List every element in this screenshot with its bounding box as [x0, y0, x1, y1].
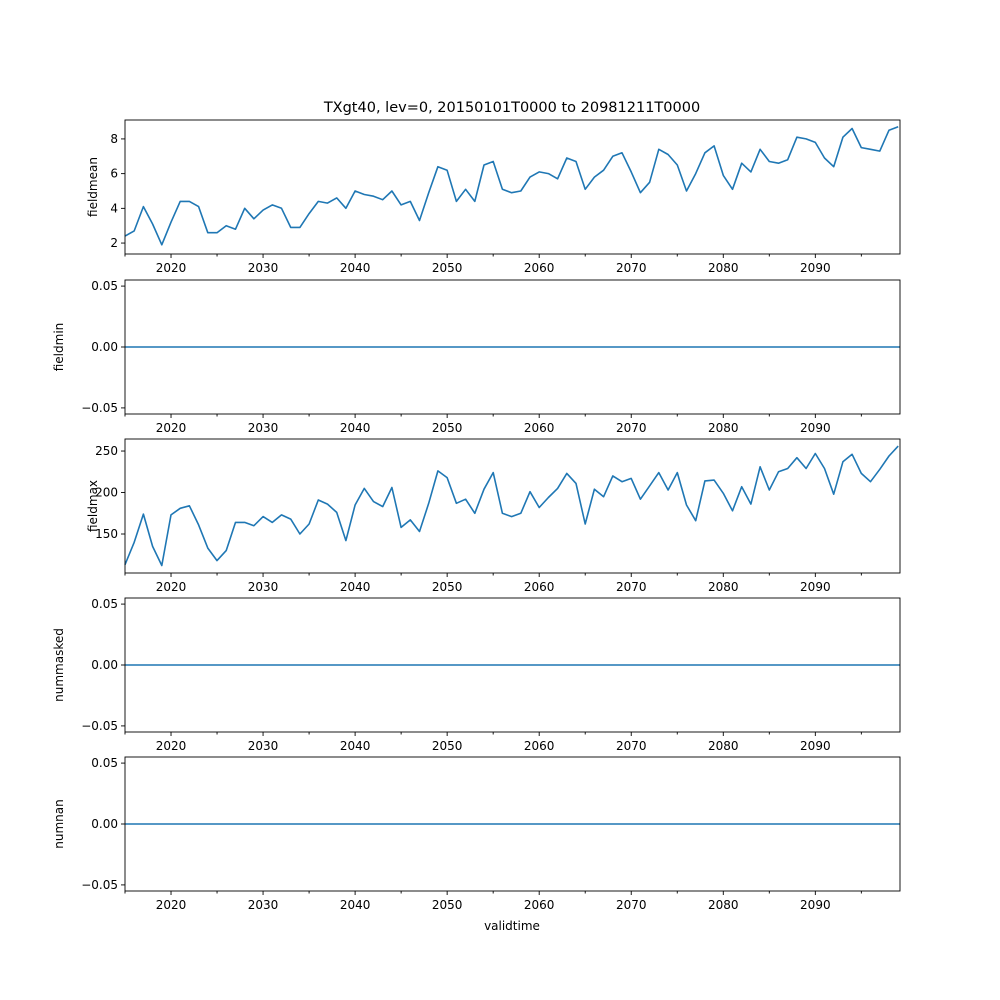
x-tick-label: 2090	[800, 898, 831, 912]
axes-frame	[124, 119, 901, 255]
y-tick-label: 0.00	[91, 817, 118, 831]
y-axis-label: fieldmax	[86, 480, 100, 532]
y-tick-label: 0.05	[91, 756, 118, 770]
x-axis-label: validtime	[484, 919, 540, 933]
x-tick-label: 2060	[524, 421, 555, 435]
y-tick-label: 2	[110, 236, 118, 250]
x-tick-label: 2090	[800, 739, 831, 753]
y-axis-label: nummasked	[52, 628, 66, 702]
x-tick-label: 2030	[248, 580, 279, 594]
x-tick-label: 2060	[524, 261, 555, 275]
axes-frame	[124, 438, 901, 574]
series-line-fieldmean	[124, 126, 899, 246]
y-tick-label: 150	[95, 527, 118, 541]
x-tick-label: 2060	[524, 898, 555, 912]
y-tick-label: −0.05	[81, 401, 118, 415]
chart-title: TXgt40, lev=0, 20150101T0000 to 20981211…	[323, 100, 700, 116]
x-tick-label: 2070	[616, 739, 647, 753]
y-tick-label: −0.05	[81, 719, 118, 733]
x-tick-label: 2030	[248, 739, 279, 753]
x-tick-label: 2070	[616, 898, 647, 912]
y-tick-label: 0.00	[91, 340, 118, 354]
x-tick-label: 2080	[708, 739, 739, 753]
x-tick-label: 2030	[248, 261, 279, 275]
panel-numnan: −0.05 0.00 0.05 numnan 2020 2030 2040 2050 2060 2…	[52, 756, 901, 912]
y-tick-label: 250	[95, 444, 118, 458]
y-axis-label: numnan	[52, 799, 66, 848]
x-tick-label: 2020	[156, 739, 187, 753]
x-tick-label: 2090	[800, 261, 831, 275]
x-tick-label: 2040	[340, 261, 371, 275]
y-tick-label: 0.05	[91, 279, 118, 293]
x-tick-label: 2090	[800, 421, 831, 435]
x-tick-label: 2020	[156, 261, 187, 275]
series-line-fieldmax	[124, 445, 899, 567]
x-tick-label: 2020	[156, 580, 187, 594]
x-tick-label: 2080	[708, 580, 739, 594]
x-tick-label: 2060	[524, 580, 555, 594]
x-tick-label: 2050	[432, 421, 463, 435]
x-tick-label: 2020	[156, 421, 187, 435]
y-tick-label: 0.00	[91, 658, 118, 672]
x-tick-label: 2030	[248, 421, 279, 435]
x-tick-label: 2040	[340, 739, 371, 753]
x-tick-label: 2050	[432, 739, 463, 753]
panel-fieldmax: 150 200 250 fieldmax 2020 2030 2040 2050 2060 207…	[86, 438, 901, 594]
x-tick-label: 2090	[800, 580, 831, 594]
y-tick-label: 4	[110, 201, 118, 215]
x-tick-label: 2050	[432, 261, 463, 275]
x-tick-label: 2040	[340, 580, 371, 594]
y-tick-label: 200	[95, 486, 118, 500]
x-tick-label: 2080	[708, 421, 739, 435]
y-tick-label: −0.05	[81, 878, 118, 892]
panel-fieldmin: −0.05 0.00 0.05 fieldmin 2020 2030 2040 2050 206…	[52, 279, 901, 435]
x-tick-label: 2070	[616, 261, 647, 275]
x-tick-label: 2070	[616, 421, 647, 435]
x-tick-label: 2080	[708, 261, 739, 275]
x-tick-label: 2040	[340, 898, 371, 912]
panel-fieldmean: 2 4 6 8 fieldmean 2020 2030 2040 2050 2060 2070 208…	[86, 119, 901, 275]
x-tick-label: 2050	[432, 580, 463, 594]
panel-nummasked: −0.05 0.00 0.05 nummasked 2020 2030 2040 2050 20…	[52, 597, 901, 753]
y-tick-label: 8	[110, 132, 118, 146]
x-tick-label: 2030	[248, 898, 279, 912]
x-tick-label: 2080	[708, 898, 739, 912]
x-tick-label: 2070	[616, 580, 647, 594]
y-tick-label: 6	[110, 167, 118, 181]
x-tick-label: 2040	[340, 421, 371, 435]
x-tick-label: 2060	[524, 739, 555, 753]
y-axis-label: fieldmin	[52, 323, 66, 372]
x-tick-label: 2020	[156, 898, 187, 912]
x-tick-label: 2050	[432, 898, 463, 912]
y-axis-label: fieldmean	[86, 157, 100, 217]
y-tick-label: 0.05	[91, 597, 118, 611]
